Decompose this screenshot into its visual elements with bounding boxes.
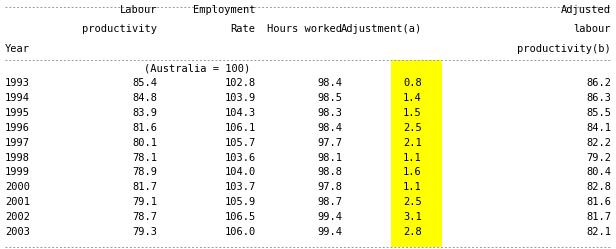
Text: 1993: 1993: [5, 78, 30, 88]
Text: 1998: 1998: [5, 152, 30, 163]
Text: 85.4: 85.4: [132, 78, 157, 88]
Text: 78.1: 78.1: [132, 152, 157, 163]
Text: 106.1: 106.1: [224, 123, 256, 133]
Text: Adjustment(a): Adjustment(a): [341, 24, 422, 34]
Text: 103.6: 103.6: [224, 152, 256, 163]
Text: 1997: 1997: [5, 138, 30, 148]
Text: 82.1: 82.1: [586, 227, 611, 237]
Text: 1.1: 1.1: [403, 152, 422, 163]
Text: 104.0: 104.0: [224, 167, 256, 177]
Text: 102.8: 102.8: [224, 78, 256, 88]
Text: 1995: 1995: [5, 108, 30, 118]
Text: 81.7: 81.7: [586, 212, 611, 222]
Text: 1994: 1994: [5, 93, 30, 103]
Text: 81.7: 81.7: [132, 182, 157, 192]
Text: 106.0: 106.0: [224, 227, 256, 237]
Text: 99.4: 99.4: [317, 227, 342, 237]
Text: 78.9: 78.9: [132, 167, 157, 177]
Text: 78.7: 78.7: [132, 212, 157, 222]
Text: 98.4: 98.4: [317, 78, 342, 88]
Text: 1999: 1999: [5, 167, 30, 177]
Text: 2.5: 2.5: [403, 197, 422, 207]
Text: Year: Year: [5, 44, 30, 54]
Text: 1.6: 1.6: [403, 167, 422, 177]
Text: 3.1: 3.1: [403, 212, 422, 222]
Text: 98.5: 98.5: [317, 93, 342, 103]
Text: 82.8: 82.8: [586, 182, 611, 192]
Text: 1.1: 1.1: [403, 182, 422, 192]
Text: 97.8: 97.8: [317, 182, 342, 192]
Text: 99.4: 99.4: [317, 212, 342, 222]
Text: Hours worked: Hours worked: [267, 24, 342, 34]
Text: 103.7: 103.7: [224, 182, 256, 192]
Text: 106.5: 106.5: [224, 212, 256, 222]
Text: 82.2: 82.2: [586, 138, 611, 148]
Text: 1.5: 1.5: [403, 108, 422, 118]
Text: 97.7: 97.7: [317, 138, 342, 148]
Text: 84.8: 84.8: [132, 93, 157, 103]
Text: Labour: Labour: [120, 5, 157, 15]
Text: 2003: 2003: [5, 227, 30, 237]
Text: Adjusted: Adjusted: [561, 5, 611, 15]
Text: 79.1: 79.1: [132, 197, 157, 207]
Text: 2.8: 2.8: [403, 227, 422, 237]
Text: 105.9: 105.9: [224, 197, 256, 207]
Text: 98.3: 98.3: [317, 108, 342, 118]
Text: 86.3: 86.3: [586, 93, 611, 103]
Text: 0.8: 0.8: [403, 78, 422, 88]
Bar: [391, 60, 442, 247]
Text: 79.2: 79.2: [586, 152, 611, 163]
Text: 103.9: 103.9: [224, 93, 256, 103]
Text: 85.5: 85.5: [586, 108, 611, 118]
Text: 1996: 1996: [5, 123, 30, 133]
Text: (Australia = 100): (Australia = 100): [144, 63, 250, 73]
Text: 98.4: 98.4: [317, 123, 342, 133]
Text: productivity(b): productivity(b): [517, 44, 611, 54]
Text: 1.4: 1.4: [403, 93, 422, 103]
Text: 105.7: 105.7: [224, 138, 256, 148]
Text: 2001: 2001: [5, 197, 30, 207]
Text: Employment: Employment: [193, 5, 256, 15]
Text: productivity: productivity: [82, 24, 157, 34]
Text: 80.1: 80.1: [132, 138, 157, 148]
Text: 98.1: 98.1: [317, 152, 342, 163]
Text: 80.4: 80.4: [586, 167, 611, 177]
Text: Rate: Rate: [230, 24, 256, 34]
Text: 86.2: 86.2: [586, 78, 611, 88]
Text: 98.8: 98.8: [317, 167, 342, 177]
Text: 81.6: 81.6: [132, 123, 157, 133]
Text: 98.7: 98.7: [317, 197, 342, 207]
Text: 2.5: 2.5: [403, 123, 422, 133]
Text: 2002: 2002: [5, 212, 30, 222]
Text: labour: labour: [573, 24, 611, 34]
Text: 81.6: 81.6: [586, 197, 611, 207]
Text: 83.9: 83.9: [132, 108, 157, 118]
Text: 2.1: 2.1: [403, 138, 422, 148]
Text: 79.3: 79.3: [132, 227, 157, 237]
Text: 84.1: 84.1: [586, 123, 611, 133]
Text: 2000: 2000: [5, 182, 30, 192]
Text: 104.3: 104.3: [224, 108, 256, 118]
